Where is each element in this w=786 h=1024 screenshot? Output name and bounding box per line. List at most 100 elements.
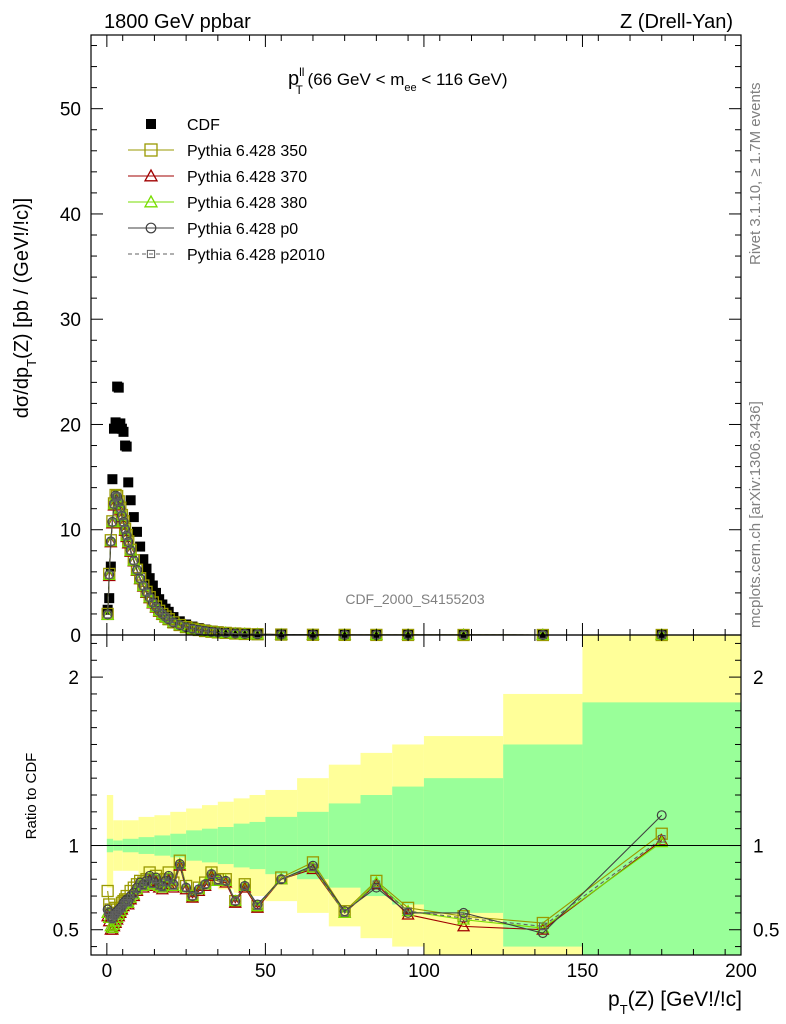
data-point xyxy=(119,518,128,527)
legend-marker xyxy=(144,143,158,157)
ratio-tick-label-left: 2 xyxy=(68,668,79,689)
data-point xyxy=(147,580,158,591)
x-tick-label: 200 xyxy=(725,961,757,982)
data-point xyxy=(307,860,318,871)
legend-marker xyxy=(143,168,159,182)
data-point xyxy=(115,418,126,429)
legend-marker xyxy=(146,249,156,259)
data-point xyxy=(105,571,114,579)
data-point xyxy=(108,518,117,527)
legend-marker xyxy=(146,119,156,129)
series-main-4 xyxy=(102,490,667,640)
data-point xyxy=(113,382,124,393)
data-point xyxy=(141,563,152,574)
series-line xyxy=(107,496,662,636)
y-tick-label: 0 xyxy=(70,626,81,647)
legend-label: Pythia 6.428 p2010 xyxy=(187,247,325,264)
data-point xyxy=(118,426,129,437)
data-point xyxy=(231,629,240,638)
y-tick-label: 10 xyxy=(60,521,81,542)
y-axis-label-ratio: Ratio to CDF xyxy=(23,753,40,840)
data-point xyxy=(200,879,211,890)
data-point xyxy=(188,892,197,900)
data-point xyxy=(107,538,115,546)
data-point xyxy=(221,877,230,885)
data-point xyxy=(102,609,113,620)
plot-title-sup: ll xyxy=(299,65,304,79)
data-point xyxy=(657,834,666,843)
data-point xyxy=(230,627,241,638)
series-main-5 xyxy=(103,492,666,639)
y-tick-label: 30 xyxy=(60,310,81,331)
data-point xyxy=(231,897,240,905)
legend-entry: CDF xyxy=(146,117,220,134)
data-point xyxy=(126,546,135,555)
data-point xyxy=(173,858,187,871)
data-point xyxy=(372,880,381,889)
data-point xyxy=(107,516,118,527)
series-main-2 xyxy=(101,490,669,641)
data-point xyxy=(252,899,263,910)
data-point xyxy=(309,863,317,872)
series-ratio-4 xyxy=(103,834,666,931)
x-axis-label-p: p xyxy=(608,988,620,1011)
data-point xyxy=(187,621,198,632)
plot-title-end: < 116 GeV) xyxy=(417,70,508,89)
data-point xyxy=(179,882,193,895)
y-axis-label-a: dσ/dp xyxy=(11,367,33,418)
ratio-tick-label-right: 0.5 xyxy=(753,921,779,942)
data-point xyxy=(174,859,185,870)
data-point xyxy=(101,884,114,898)
y-tick-label: 40 xyxy=(60,205,81,226)
series-line xyxy=(107,495,662,636)
header-left: 1800 GeV ppbar xyxy=(104,11,251,33)
data-point xyxy=(104,593,115,604)
data-point xyxy=(206,625,217,636)
data-point xyxy=(456,919,471,932)
data-point xyxy=(207,870,216,878)
ratio-tick-label-right: 1 xyxy=(753,837,764,858)
data-point xyxy=(154,594,165,605)
data-point xyxy=(339,906,350,917)
data-point xyxy=(166,879,181,891)
ratio-tick-label-right: 2 xyxy=(753,668,764,689)
data-point xyxy=(135,541,146,552)
legend: CDF Pythia 6.428 350 Pythia 6.428 370 Pythi… xyxy=(128,117,325,264)
y-tick-label: 20 xyxy=(60,415,81,436)
ratio-tick-label-left: 1 xyxy=(68,837,79,858)
data-point xyxy=(181,882,192,893)
data-point xyxy=(110,500,118,509)
legend-entry: Pythia 6.428 p2010 xyxy=(128,247,325,264)
data-point xyxy=(151,587,161,598)
y-tick-label: 50 xyxy=(60,100,81,121)
plot-title-mid: (66 GeV < m xyxy=(303,70,405,89)
data-point xyxy=(187,891,198,902)
data-point xyxy=(239,880,250,891)
data-point xyxy=(121,441,132,452)
data-point xyxy=(206,869,217,880)
data-point xyxy=(125,495,136,506)
data-point xyxy=(219,875,233,888)
data-point xyxy=(537,928,548,939)
data-point xyxy=(103,610,112,619)
data-point xyxy=(174,620,185,631)
data-point xyxy=(656,810,667,821)
legend-label: Pythia 6.428 380 xyxy=(187,195,307,212)
data-point xyxy=(163,606,174,617)
x-axis-label: pT(Z) [GeV!/!c] xyxy=(608,988,742,1017)
data-point xyxy=(174,616,185,627)
data-point xyxy=(164,873,173,882)
data-point xyxy=(123,477,134,488)
data-point xyxy=(193,623,204,634)
data-point xyxy=(539,922,547,931)
ratio-tick-label-left: 0.5 xyxy=(53,921,79,942)
data-point xyxy=(655,827,668,840)
legend-marker xyxy=(143,194,159,208)
data-point xyxy=(121,530,132,541)
axes: 0 50 100 150 200 0 10 20 30 40 50 0.5 0.5 1 1 2 2 xyxy=(53,34,779,982)
ratio-uncertainty-bands xyxy=(106,635,741,955)
data-point xyxy=(113,493,121,501)
legend-entry: Pythia 6.428 p0 xyxy=(128,221,298,238)
y-axis-label-main: dσ/dpT(Z) [pb / (GeV!/!c)] xyxy=(11,198,39,418)
